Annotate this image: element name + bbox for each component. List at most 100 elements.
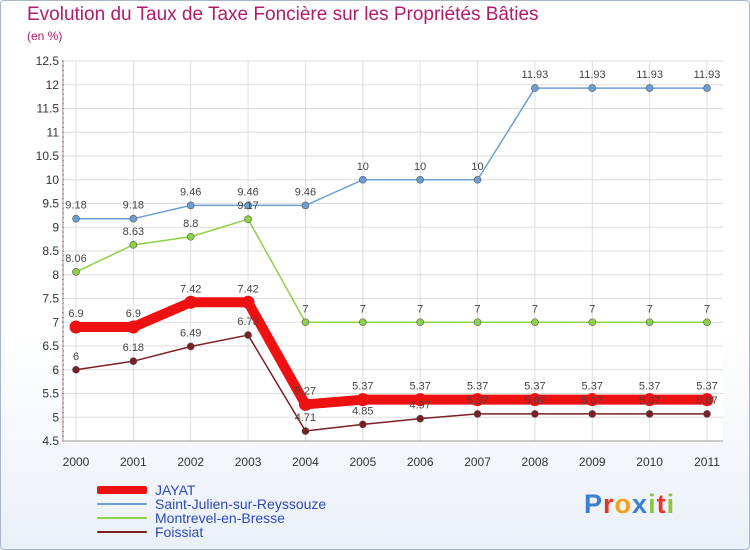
y-tick-label: 10.5 [36,149,60,163]
data-point-foissiat [645,410,654,418]
x-tick-label: 2002 [177,455,204,469]
data-point-jayat [528,393,542,407]
legend-swatch-saint-julien [97,503,147,505]
data-point-jayat [184,295,198,309]
data-label-saint-julien-sur-reyssouze: 11.93 [522,69,549,81]
data-point-jayat [585,393,599,407]
data-point-montrevel-en-bresse [244,215,252,223]
data-point-montrevel-en-bresse [703,318,711,327]
y-tick-label: 7.5 [42,292,59,306]
y-tick-label: 5 [52,410,59,424]
data-point-saint-julien-sur-reyssouze [588,84,597,92]
data-label-montrevel-en-bresse: 7 [417,303,423,315]
data-label-foissiat: 6.49 [180,327,201,339]
data-point-saint-julien-sur-reyssouze [301,201,310,210]
data-label-saint-julien-sur-reyssouze: 9.46 [295,186,316,198]
series-line-jayat [71,297,712,410]
data-point-montrevel-en-bresse [301,318,310,327]
x-tick-label: 2003 [235,455,262,469]
data-label-jayat: 5.37 [639,381,660,393]
data-point-jayat [471,393,485,407]
data-point-jayat [643,393,657,407]
data-point-saint-julien-sur-reyssouze [244,201,252,210]
series-line-saint-julien-sur-reyssouze [75,87,708,220]
chart-title: Evolution du Taux de Taxe Foncière sur l… [27,4,539,25]
series-line-montrevel-en-bresse [75,218,708,323]
data-label-saint-julien-sur-reyssouze: 11.93 [636,69,663,81]
data-label-montrevel-en-bresse: 7 [589,303,595,315]
y-tick-label: 8 [52,268,59,282]
data-point-foissiat [129,357,138,366]
data-point-foissiat [531,410,539,418]
data-label-foissiat: 6 [73,351,79,363]
data-point-foissiat [186,342,195,351]
x-tick-label: 2008 [522,455,549,469]
data-point-montrevel-en-bresse [416,318,424,327]
data-label-foissiat: 5.07 [582,395,603,407]
x-tick-label: 2006 [407,455,434,469]
x-tick-label: 2009 [579,455,606,469]
data-label-montrevel-en-bresse: 8.06 [65,253,86,265]
data-label-jayat: 7.42 [180,283,201,295]
y-tick-label: 11.5 [37,102,60,116]
data-label-foissiat: 6.73 [237,316,258,328]
data-label-montrevel-en-bresse: 7 [302,303,308,315]
data-point-foissiat [473,410,482,418]
data-label-saint-julien-sur-reyssouze: 9.46 [237,186,258,198]
data-label-montrevel-en-bresse: 9.17 [237,200,258,212]
y-tick-label: 6 [52,363,59,377]
data-label-montrevel-en-bresse: 7 [474,303,480,315]
x-tick-label: 2004 [292,455,319,469]
data-point-jayat [700,393,714,407]
data-label-jayat: 5.27 [295,385,316,397]
data-label-saint-julien-sur-reyssouze: 9.18 [123,200,144,212]
data-point-foissiat [359,420,367,429]
data-point-foissiat [588,410,597,418]
x-tick-label: 2010 [636,455,663,469]
data-point-foissiat [416,414,424,423]
data-point-saint-julien-sur-reyssouze [473,175,482,184]
data-label-saint-julien-sur-reyssouze: 10 [414,161,426,173]
y-tick-label: 9.5 [42,197,59,211]
y-axis-unit-label: (en %) [27,29,63,43]
data-point-saint-julien-sur-reyssouze [645,84,654,92]
data-point-foissiat [301,427,310,435]
y-tick-label: 10 [46,173,60,187]
data-label-foissiat: 4.85 [352,405,373,417]
y-tick-label: 9 [52,220,59,234]
data-point-jayat [356,393,370,407]
y-tick-label: 4.5 [42,434,59,448]
x-tick-label: 2007 [464,455,491,469]
x-tick-label: 2011 [694,455,720,469]
x-tick-label: 2001 [120,455,147,469]
data-point-saint-julien-sur-reyssouze [186,201,195,210]
y-tick-label: 11 [47,125,60,139]
data-label-foissiat: 5.07 [467,395,488,407]
data-label-saint-julien-sur-reyssouze: 9.46 [180,186,201,198]
data-label-montrevel-en-bresse: 7 [647,303,653,315]
legend-swatch-montrevel [97,517,147,519]
x-tick-label: 2005 [349,455,376,469]
y-tick-label: 6.5 [42,339,59,353]
data-point-montrevel-en-bresse [129,241,138,249]
data-point-montrevel-en-bresse [359,318,367,327]
legend-swatch-jayat [97,486,147,494]
data-point-montrevel-en-bresse [186,232,195,241]
data-point-jayat [69,320,83,334]
data-label-jayat: 6.9 [68,308,83,320]
data-point-jayat [413,393,427,407]
y-tick-label: 5.5 [42,387,59,401]
data-point-jayat [126,320,140,334]
data-label-foissiat: 5.07 [524,395,545,407]
data-point-saint-julien-sur-reyssouze [416,175,424,184]
data-point-jayat [298,397,312,411]
legend-swatch-foissiat [97,531,147,533]
data-label-foissiat: 4.71 [295,412,316,424]
data-label-jayat: 5.37 [696,381,717,393]
y-tick-label: 8.5 [42,244,59,258]
data-label-montrevel-en-bresse: 7 [360,303,366,315]
data-point-foissiat [703,410,711,418]
series-line-foissiat [75,334,708,432]
data-point-montrevel-en-bresse [588,318,597,327]
